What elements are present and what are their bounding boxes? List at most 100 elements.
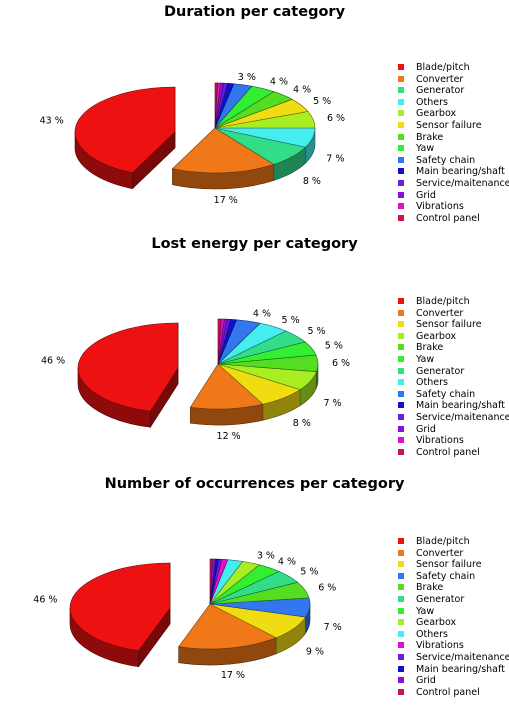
legend-label: Grid	[416, 189, 436, 201]
pie-label-blade-pitch: 43 %	[40, 115, 64, 126]
legend-label: Vibrations	[416, 640, 464, 652]
legend-swatch	[398, 122, 404, 128]
legend-swatch	[398, 596, 404, 602]
pie-top-faces	[74, 82, 316, 174]
legend-swatch	[398, 298, 404, 304]
legend-swatch	[398, 677, 404, 684]
pie-label-brake: 6 %	[332, 358, 350, 369]
legend-label: Converter	[416, 73, 464, 85]
legend-label: Control panel	[416, 446, 480, 458]
legend-label: Main bearing/shaft	[416, 166, 505, 178]
legend-label: Vibrations	[416, 435, 464, 447]
chart-title: Duration per category	[163, 4, 346, 20]
legend-swatch	[398, 321, 404, 328]
legend-label: Gearbox	[416, 330, 457, 342]
pie-top-faces	[69, 558, 311, 652]
legend-label: Service/maitenance	[416, 412, 509, 423]
legend-label: Blade/pitch	[416, 296, 470, 307]
pie-slice-converter	[178, 603, 277, 650]
legend-swatch	[398, 356, 404, 362]
pie-label-others: 7 %	[326, 154, 344, 165]
pie-slice-converter	[189, 363, 264, 410]
legend-label: Service/maitenance	[416, 652, 509, 663]
pie-chart-lost-energy: 46 %12 %8 %7 %6 %5 %5 %5 %4 %	[41, 309, 350, 442]
legend-label: Yaw	[416, 354, 435, 365]
legend-label: Grid	[416, 423, 436, 435]
pie-label-blade-pitch: 46 %	[33, 595, 57, 606]
legend-label: Brake	[416, 342, 444, 354]
pie-label-generator: 5 %	[307, 326, 325, 337]
chart-panel-occurrences: Number of occurrences per category 46 % 1…	[0, 472, 509, 707]
pie-label-sensor-failure: 8 %	[293, 418, 311, 429]
legend-swatch	[398, 191, 404, 198]
pie-slice-control-panel	[217, 318, 222, 365]
pie-label-gearbox: 6 %	[327, 113, 345, 124]
legend-label: Others	[416, 96, 448, 108]
legend-swatch	[398, 549, 404, 556]
legend-swatch	[398, 642, 404, 649]
legend-swatch	[398, 437, 404, 444]
legend-swatch	[398, 630, 404, 637]
pie-slice-blade-pitch	[77, 322, 179, 412]
legend-label: Generator	[416, 85, 465, 97]
pie-label-yaw: 4 %	[270, 77, 288, 88]
legend-label: Sensor failure	[416, 559, 482, 571]
pie-top-faces	[77, 318, 319, 412]
pie-slice-converter	[171, 127, 275, 174]
legend-swatch	[398, 619, 404, 626]
legend-swatch	[398, 665, 404, 672]
legend-label: Vibrations	[416, 201, 464, 213]
legend-swatch	[398, 688, 404, 695]
legend-swatch	[398, 344, 404, 351]
pie-label-gearbox: 3 %	[257, 551, 275, 562]
pie-label-converter: 12 %	[217, 431, 241, 442]
legend-swatch	[398, 309, 404, 316]
legend-swatch	[398, 156, 404, 163]
pie-slice-control-panel	[214, 82, 218, 129]
pie-label-gearbox: 7 %	[323, 398, 341, 409]
pie-chart-occurrences: 46 % 17 % 9 % 7 % 6 %5 % 4 %3 %	[33, 551, 341, 681]
legend-label: Grid	[416, 675, 436, 687]
legend-swatch	[398, 332, 404, 339]
legend-swatch	[398, 561, 404, 568]
pie-label-safety-chain: 4 %	[253, 309, 271, 320]
chart-panel-duration: Duration per category 43 % 17 % 8 % 7 % 6 % 5…	[0, 0, 509, 236]
pie-label-sensor-failure: 5 %	[313, 96, 331, 107]
legend-swatch	[398, 654, 404, 660]
legend-label: Converter	[416, 307, 464, 319]
pie-labels: 43 %17 %8 %7 %6 %5 %4 %4 %3 %	[40, 72, 345, 206]
pie-label-yaw: 5 %	[325, 340, 343, 351]
chart-title: Number of occurrences per category	[104, 476, 405, 492]
pie-label-brake: 4 %	[293, 84, 311, 95]
legend-swatch	[398, 425, 404, 432]
legend-swatch	[398, 367, 404, 374]
legend-swatch	[398, 214, 404, 221]
legend-swatch	[398, 414, 404, 420]
pie-side-walls	[77, 323, 319, 429]
legend-label: Safety chain	[416, 388, 476, 400]
legend-swatch	[398, 87, 404, 94]
legend-label: Safety chain	[416, 570, 476, 582]
chart-panel-lost-energy: Lost energy per category 46 % 12 % 8 % 7 % 6…	[0, 236, 509, 472]
pie-label-converter: 17 %	[214, 195, 238, 206]
legend-label: Main bearing/shaft	[416, 663, 505, 675]
legend-label: Brake	[416, 582, 444, 594]
pie-label-generator: 8 %	[303, 176, 321, 187]
pie-slice-control-panel	[209, 558, 213, 605]
legend-label: Sensor failure	[416, 319, 482, 331]
legend-swatch	[398, 607, 404, 614]
pie-label-safety-chain: 3 %	[238, 72, 256, 83]
pie-label-sensor-failure: 9 %	[306, 647, 324, 658]
legend-swatch	[398, 64, 404, 70]
pie-labels: 46 % 17 % 9 % 7 % 6 %5 % 4 %3 %	[33, 551, 341, 681]
pie-label-yaw: 4 %	[278, 556, 296, 567]
legend-label: Generator	[416, 594, 465, 605]
legend-swatch	[398, 390, 404, 397]
legend-label: Gearbox	[416, 108, 457, 120]
legend-label: Blade/pitch	[416, 62, 470, 73]
legend-label: Control panel	[416, 686, 480, 698]
legend-swatch	[398, 584, 404, 591]
legend-label: Converter	[416, 547, 464, 559]
pie-label-converter: 17 %	[221, 670, 245, 681]
legend-label: Service/maitenance	[416, 178, 509, 189]
